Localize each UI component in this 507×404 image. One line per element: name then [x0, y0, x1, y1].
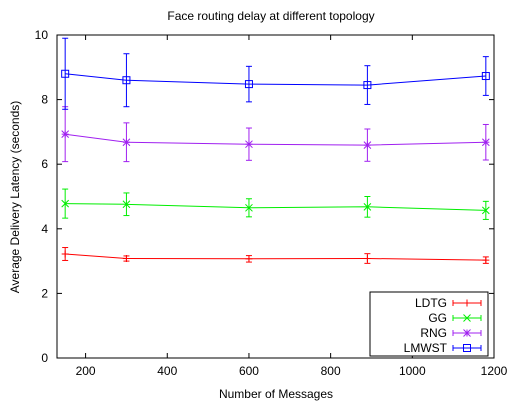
- data-point: [363, 255, 371, 263]
- y-axis-label: Average Delivery Latency (seconds): [8, 101, 22, 294]
- x-tick-label: 400: [157, 364, 177, 378]
- legend-label: LMWST: [404, 341, 448, 355]
- error-bar: [364, 65, 371, 105]
- y-tick-label: 6: [41, 157, 48, 171]
- data-point: [482, 256, 490, 264]
- data-point: [245, 255, 253, 263]
- x-tick-label: 600: [239, 364, 259, 378]
- x-tick-label: 1200: [481, 364, 507, 378]
- legend-swatch: [452, 345, 482, 351]
- legend-label: LDTG: [415, 296, 447, 310]
- series-lmwst: [61, 37, 490, 110]
- data-point: [245, 140, 253, 149]
- x-tick-label: 200: [76, 364, 96, 378]
- data-point: [244, 80, 253, 89]
- series-ldtg: [61, 247, 490, 264]
- error-bar: [123, 53, 130, 108]
- data-point: [363, 202, 372, 211]
- legend-marker: [463, 329, 471, 337]
- x-axis-label: Number of Messages: [219, 387, 333, 401]
- data-point: [481, 138, 490, 147]
- data-point: [122, 200, 131, 209]
- y-tick-label: 8: [41, 93, 48, 107]
- legend-marker: [463, 299, 471, 307]
- data-point: [481, 72, 490, 81]
- legend-label: RNG: [420, 326, 447, 340]
- series-gg: [61, 188, 490, 220]
- y-tick-label: 2: [41, 286, 48, 300]
- error-bar: [482, 56, 489, 96]
- data-point: [61, 250, 69, 258]
- data-point: [61, 199, 70, 208]
- error-bar: [62, 37, 69, 110]
- x-tick-label: 800: [321, 364, 341, 378]
- data-point: [61, 130, 70, 139]
- data-point: [122, 255, 130, 263]
- x-tick-label: 1000: [399, 364, 426, 378]
- data-point: [245, 203, 253, 212]
- chart-title: Face routing delay at different topology: [167, 9, 374, 23]
- data-point: [481, 206, 490, 215]
- series-layer: [61, 37, 490, 264]
- y-tick-label: 0: [41, 351, 48, 365]
- data-point: [122, 76, 131, 85]
- legend-marker: [463, 314, 471, 322]
- data-point: [61, 69, 70, 78]
- axis-ticks: 200 400 600 800 1000 1200 0 2 4 6 8 10: [35, 28, 507, 378]
- data-point: [363, 141, 372, 149]
- y-tick-label: 10: [35, 28, 49, 42]
- data-point: [122, 138, 131, 147]
- error-bar: [245, 65, 252, 103]
- series-line: [65, 203, 486, 211]
- data-point: [363, 81, 372, 90]
- legend-marker: [463, 344, 471, 352]
- plot-frame: [56, 34, 495, 359]
- legend-label: GG: [428, 311, 447, 325]
- series-line: [65, 253, 486, 261]
- y-tick-label: 4: [41, 222, 48, 236]
- series-rng: [61, 106, 490, 163]
